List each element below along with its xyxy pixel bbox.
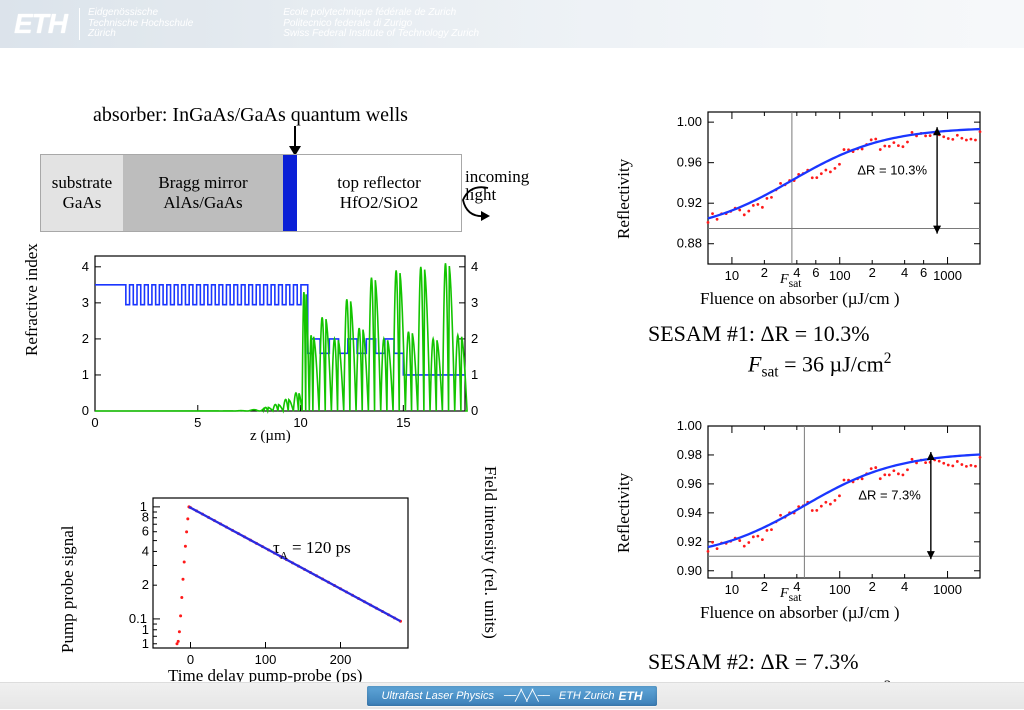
footer: Ultrafast Laser Physics ──╱╲╱╲── ETH Zur…: [0, 682, 1024, 709]
ecg-icon: ──╱╲╱╲──: [504, 689, 549, 703]
svg-text:2: 2: [869, 579, 876, 594]
r1-xlabel: Fluence on absorber (µJ/cm ): [700, 289, 900, 309]
r2-fsat-label: Fsat: [780, 586, 802, 604]
svg-text:2: 2: [82, 331, 89, 346]
svg-text:5: 5: [194, 415, 201, 430]
layer-stack: substrate GaAs Bragg mirror AlAs/GaAs to…: [40, 154, 462, 232]
footer-left: Ultrafast Laser Physics: [381, 690, 493, 702]
svg-text:0: 0: [91, 415, 98, 430]
svg-text:0.94: 0.94: [677, 505, 702, 520]
svg-text:100: 100: [829, 582, 851, 597]
svg-text:0.96: 0.96: [677, 155, 702, 170]
svg-text:4: 4: [82, 259, 89, 274]
svg-text:4: 4: [142, 543, 149, 558]
svg-text:0.96: 0.96: [677, 476, 702, 491]
svg-text:3: 3: [82, 295, 89, 310]
svg-text:1: 1: [142, 622, 149, 637]
incoming-arrow-icon: [430, 178, 490, 238]
r2-xlabel: Fluence on absorber (µJ/cm ): [700, 603, 900, 623]
svg-text:2: 2: [869, 265, 876, 280]
reflectivity-chart-1: Reflectivity Fluence on absorber (µJ/cm …: [660, 104, 995, 314]
r1-ylabel: Reflectivity: [614, 159, 634, 239]
layer-substrate: substrate GaAs: [41, 155, 123, 231]
svg-text:6: 6: [920, 265, 927, 280]
eth-logo: ETH: [14, 8, 67, 40]
svg-text:100: 100: [255, 652, 277, 667]
pump-probe-chart: Pump probe signal Time delay pump-probe …: [108, 488, 438, 698]
svg-text:4: 4: [901, 265, 908, 280]
refractive-index-chart: Refractive index Field intensity (rel. u…: [70, 246, 490, 471]
svg-text:ΔR = 10.3%: ΔR = 10.3%: [857, 162, 927, 177]
ri-xlabel: z (µm): [250, 428, 291, 445]
svg-text:15: 15: [396, 415, 410, 430]
svg-text:8: 8: [142, 510, 149, 525]
ri-ylabel-right: Field intensity (rel. units): [480, 466, 500, 639]
sesam1-text: SESAM #1: ΔR = 10.3% Fsat = 36 µJ/cm2: [648, 320, 891, 382]
svg-text:1: 1: [142, 636, 149, 651]
absorber-label: absorber: InGaAs/GaAs quantum wells: [93, 104, 408, 127]
svg-text:1.00: 1.00: [677, 114, 702, 129]
svg-text:ΔR = 7.3%: ΔR = 7.3%: [858, 488, 921, 503]
eth-subtext-a: Eidgenössische Technische Hochschule Zür…: [79, 8, 193, 40]
pp-ylabel: Pump probe signal: [58, 526, 78, 654]
svg-text:4: 4: [471, 259, 478, 274]
svg-text:0: 0: [471, 403, 478, 418]
svg-text:0: 0: [82, 403, 89, 418]
svg-text:10: 10: [293, 415, 307, 430]
svg-text:1000: 1000: [933, 268, 962, 283]
footer-eth-logo: ETH: [619, 689, 643, 703]
svg-text:100: 100: [829, 268, 851, 283]
layer-absorber: [283, 155, 297, 231]
reflectivity-chart-2: Reflectivity Fluence on absorber (µJ/cm …: [660, 418, 995, 628]
page-body: absorber: InGaAs/GaAs quantum wells subs…: [0, 48, 1024, 683]
svg-text:10: 10: [725, 268, 739, 283]
r1-fsat-label: Fsat: [780, 272, 802, 290]
svg-text:1.00: 1.00: [677, 418, 702, 433]
svg-text:0.88: 0.88: [677, 236, 702, 251]
svg-text:10: 10: [725, 582, 739, 597]
footer-right: ETH Zurich: [559, 690, 615, 702]
svg-text:2: 2: [142, 577, 149, 592]
ri-ylabel-left: Refractive index: [22, 243, 42, 356]
svg-text:0.92: 0.92: [677, 195, 702, 210]
svg-text:6: 6: [142, 524, 149, 539]
layer-bragg: Bragg mirror AlAs/GaAs: [123, 155, 283, 231]
svg-text:4: 4: [901, 579, 908, 594]
svg-text:τA = 120 ps: τA = 120 ps: [273, 538, 351, 562]
r2-ylabel: Reflectivity: [614, 473, 634, 553]
svg-text:2: 2: [471, 331, 478, 346]
svg-text:1: 1: [82, 367, 89, 382]
eth-header: ETH Eidgenössische Technische Hochschule…: [0, 0, 1024, 48]
footer-chip: Ultrafast Laser Physics ──╱╲╱╲── ETH Zur…: [367, 686, 656, 706]
svg-text:6: 6: [812, 265, 819, 280]
svg-text:3: 3: [471, 295, 478, 310]
svg-text:0.92: 0.92: [677, 534, 702, 549]
svg-text:0.98: 0.98: [677, 447, 702, 462]
svg-text:0.90: 0.90: [677, 563, 702, 578]
svg-text:1000: 1000: [933, 582, 962, 597]
svg-text:200: 200: [330, 652, 352, 667]
svg-text:1: 1: [471, 367, 478, 382]
svg-text:0: 0: [187, 652, 194, 667]
svg-text:2: 2: [761, 579, 768, 594]
eth-subtext-b: Ecole polytechnique fédérale de Zurich P…: [193, 8, 479, 40]
svg-text:2: 2: [761, 265, 768, 280]
